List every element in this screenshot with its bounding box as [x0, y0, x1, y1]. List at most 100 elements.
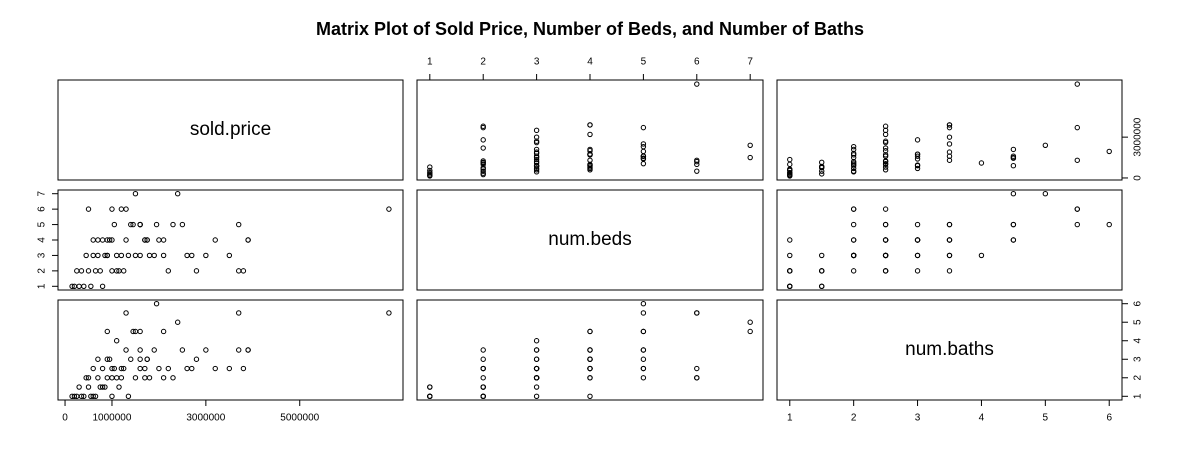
point: [90, 237, 96, 243]
point: [109, 237, 115, 243]
point: [97, 384, 103, 390]
point: [160, 237, 167, 243]
point: [212, 365, 218, 372]
y-tick-label: 4: [37, 237, 48, 243]
point: [480, 171, 486, 178]
point: [914, 163, 921, 169]
point: [480, 168, 486, 174]
point: [533, 149, 540, 155]
point: [850, 165, 857, 172]
point: [533, 156, 540, 163]
point: [882, 221, 889, 228]
point: [640, 301, 647, 307]
point: [116, 384, 122, 390]
point: [128, 356, 134, 362]
point: [81, 283, 87, 289]
point: [240, 268, 247, 274]
point: [90, 252, 96, 259]
point: [640, 124, 647, 131]
point: [236, 310, 242, 316]
point: [74, 268, 80, 274]
x-tick-label: 3: [915, 413, 921, 424]
x-tick-label: 3000000: [186, 413, 225, 424]
point: [427, 173, 433, 179]
point: [946, 122, 953, 128]
point: [137, 356, 143, 362]
point: [787, 283, 793, 289]
point: [946, 252, 953, 259]
point: [533, 146, 540, 153]
chart-title: Matrix Plot of Sold Price, Number of Bed…: [316, 19, 864, 39]
point: [914, 151, 921, 157]
point: [882, 131, 889, 138]
point: [95, 356, 101, 362]
point: [118, 365, 125, 372]
point: [144, 237, 150, 243]
x-tick-label: 5000000: [280, 413, 319, 424]
point: [226, 365, 233, 372]
point: [480, 161, 486, 168]
point: [111, 365, 118, 372]
point: [850, 146, 857, 153]
point: [85, 384, 92, 390]
point: [640, 356, 647, 362]
x-tick-label: 7: [747, 57, 753, 68]
point: [76, 283, 82, 289]
y-tick-label: 7: [37, 190, 48, 196]
point: [102, 252, 108, 259]
point: [882, 167, 889, 173]
point: [386, 206, 392, 212]
point: [587, 152, 593, 158]
point: [1074, 124, 1080, 131]
y-tick-label: 3: [1133, 356, 1144, 362]
point: [85, 375, 92, 381]
point: [104, 375, 110, 381]
point: [533, 375, 540, 381]
panel-frame: [776, 189, 1123, 291]
variable-label: sold.price: [190, 119, 271, 140]
point: [118, 252, 125, 259]
y-tick-label: 1: [1133, 393, 1144, 399]
point: [132, 191, 139, 197]
point: [118, 375, 125, 381]
point: [123, 310, 129, 316]
point: [850, 163, 857, 169]
y-tick-label: 1: [37, 283, 48, 289]
point: [137, 221, 143, 228]
point: [946, 268, 953, 274]
x-tick-label: 6: [694, 57, 700, 68]
point: [946, 237, 953, 243]
point: [184, 365, 190, 372]
point: [88, 393, 94, 399]
point: [640, 160, 647, 167]
point: [694, 365, 700, 372]
point: [99, 384, 106, 390]
point: [113, 252, 120, 259]
point: [137, 328, 143, 335]
point: [121, 365, 127, 372]
point: [121, 268, 127, 274]
point: [1074, 157, 1080, 163]
point: [92, 268, 99, 274]
point: [81, 393, 87, 399]
point: [160, 328, 167, 335]
point: [99, 237, 106, 243]
point: [1010, 191, 1017, 197]
point: [427, 393, 433, 399]
point: [203, 252, 209, 259]
point: [174, 319, 181, 325]
point: [587, 365, 593, 372]
panel-frame: [57, 299, 404, 401]
point: [85, 268, 92, 274]
point: [914, 268, 921, 274]
point: [137, 347, 143, 353]
point: [386, 310, 392, 316]
point: [170, 375, 176, 381]
point: [480, 123, 486, 129]
point: [640, 155, 647, 161]
point: [850, 143, 857, 150]
point: [123, 347, 129, 353]
point: [137, 365, 143, 372]
point: [694, 81, 700, 87]
point: [914, 156, 921, 162]
